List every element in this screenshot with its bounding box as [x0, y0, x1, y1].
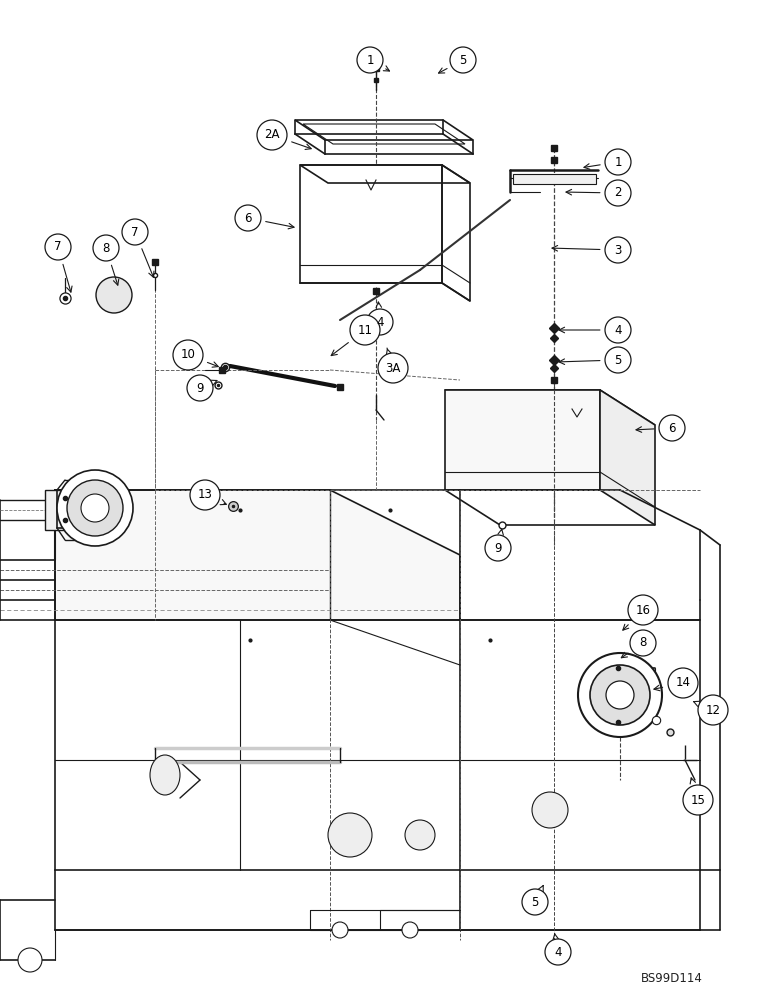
Circle shape — [173, 340, 203, 370]
Polygon shape — [445, 390, 600, 490]
Circle shape — [578, 653, 662, 737]
Text: 4: 4 — [615, 324, 621, 336]
Circle shape — [605, 347, 631, 373]
Text: 5: 5 — [459, 53, 467, 66]
Text: 1: 1 — [366, 53, 374, 66]
Circle shape — [187, 375, 213, 401]
Circle shape — [522, 889, 548, 915]
Text: 7: 7 — [131, 226, 139, 238]
Circle shape — [257, 120, 287, 150]
Circle shape — [367, 309, 393, 335]
Polygon shape — [600, 390, 655, 525]
Polygon shape — [445, 390, 655, 425]
Text: 7: 7 — [54, 240, 62, 253]
Circle shape — [45, 234, 71, 260]
Circle shape — [605, 149, 631, 175]
Circle shape — [96, 277, 132, 313]
Polygon shape — [45, 490, 80, 530]
Circle shape — [628, 595, 658, 625]
Text: 1: 1 — [615, 155, 621, 168]
Circle shape — [350, 315, 380, 345]
Text: 13: 13 — [198, 488, 212, 502]
Circle shape — [698, 695, 728, 725]
Text: 8: 8 — [103, 241, 110, 254]
Circle shape — [235, 205, 261, 231]
Text: 15: 15 — [691, 794, 706, 806]
Text: 4: 4 — [376, 316, 384, 328]
Text: 9: 9 — [494, 542, 502, 554]
Ellipse shape — [150, 755, 180, 795]
Circle shape — [605, 237, 631, 263]
Circle shape — [485, 535, 511, 561]
Text: 5: 5 — [615, 354, 621, 366]
Circle shape — [67, 480, 123, 536]
Text: 9: 9 — [196, 381, 204, 394]
Circle shape — [668, 668, 698, 698]
Circle shape — [402, 922, 418, 938]
Circle shape — [18, 948, 42, 972]
Circle shape — [357, 47, 383, 73]
Circle shape — [683, 785, 713, 815]
Circle shape — [57, 470, 133, 546]
Text: 3A: 3A — [385, 361, 401, 374]
Text: 16: 16 — [635, 603, 651, 616]
Circle shape — [545, 939, 571, 965]
Circle shape — [605, 317, 631, 343]
Text: 4: 4 — [554, 946, 562, 958]
Text: 5: 5 — [531, 896, 539, 908]
Text: 2: 2 — [615, 186, 621, 200]
Text: BS99D114: BS99D114 — [641, 972, 703, 984]
Circle shape — [328, 813, 372, 857]
Text: 10: 10 — [181, 349, 195, 361]
Text: 11: 11 — [357, 324, 373, 336]
Circle shape — [93, 235, 119, 261]
Text: 8: 8 — [639, 637, 647, 650]
Text: 6: 6 — [669, 422, 676, 434]
Circle shape — [122, 219, 148, 245]
Polygon shape — [513, 174, 596, 184]
Text: 14: 14 — [676, 676, 690, 690]
Circle shape — [590, 665, 650, 725]
Circle shape — [605, 180, 631, 206]
Circle shape — [405, 820, 435, 850]
Circle shape — [332, 922, 348, 938]
Circle shape — [630, 630, 656, 656]
Circle shape — [606, 681, 634, 709]
Text: 3: 3 — [615, 243, 621, 256]
Circle shape — [450, 47, 476, 73]
Circle shape — [532, 792, 568, 828]
Text: 2A: 2A — [264, 128, 279, 141]
Polygon shape — [55, 490, 460, 620]
Circle shape — [190, 480, 220, 510]
Text: 12: 12 — [706, 704, 720, 716]
Circle shape — [659, 415, 685, 441]
Text: 6: 6 — [244, 212, 252, 225]
Circle shape — [81, 494, 109, 522]
Circle shape — [378, 353, 408, 383]
